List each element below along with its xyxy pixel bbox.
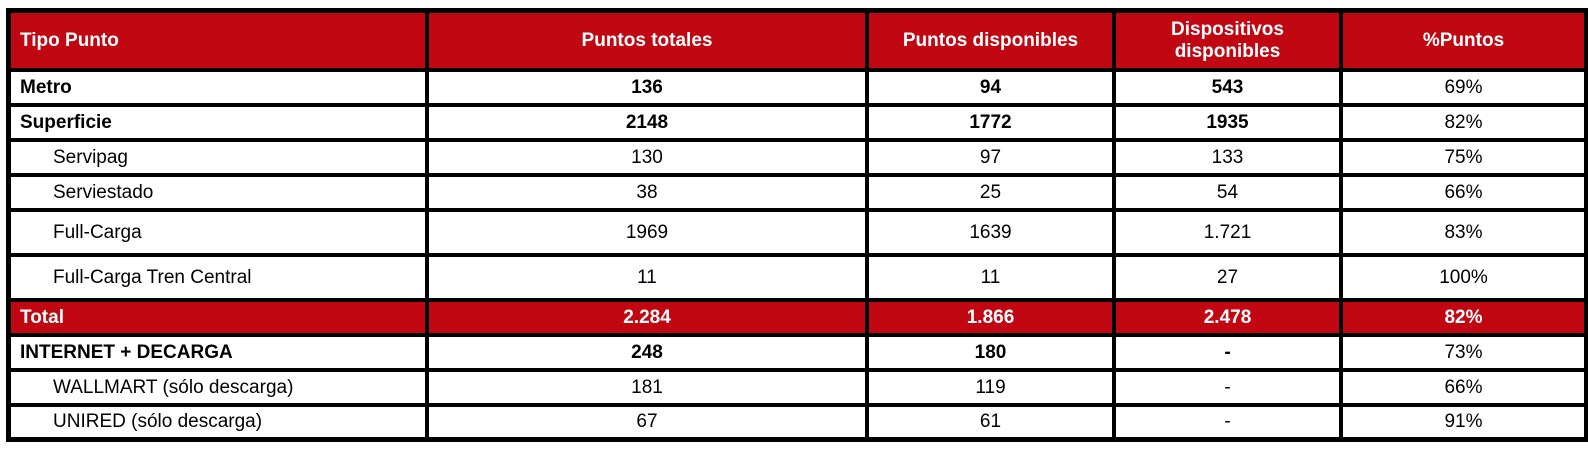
cell-puntos-totales: 130: [429, 142, 869, 177]
cell-label: Metro: [11, 72, 429, 107]
cell-puntos-disponibles: 94: [869, 72, 1116, 107]
column-header-tipo-punto: Tipo Punto: [11, 13, 429, 72]
table-row-internet-decarga: INTERNET + DECARGA 248 180 - 73%: [11, 337, 1588, 372]
table-row-total: Total 2.284 1.866 2.478 82%: [11, 302, 1588, 337]
cell-puntos-totales: 181: [429, 372, 869, 407]
table-body: Metro 136 94 543 69% Superficie 2148 177…: [11, 72, 1588, 442]
cell-dispositivos-disponibles: -: [1116, 372, 1343, 407]
cell-pct-puntos: 82%: [1343, 302, 1588, 337]
cell-pct-puntos: 100%: [1343, 257, 1588, 302]
cell-pct-puntos: 82%: [1343, 107, 1588, 142]
table-row-wallmart: WALLMART (sólo descarga) 181 119 - 66%: [11, 372, 1588, 407]
table-row-serviestado: Serviestado 38 25 54 66%: [11, 177, 1588, 212]
cell-dispositivos-disponibles: -: [1116, 407, 1343, 442]
table-row-full-carga-tren-central: Full-Carga Tren Central 11 11 27 100%: [11, 257, 1588, 302]
column-header-puntos-totales: Puntos totales: [429, 13, 869, 72]
cell-puntos-disponibles: 119: [869, 372, 1116, 407]
cell-label: INTERNET + DECARGA: [11, 337, 429, 372]
cell-pct-puntos: 66%: [1343, 372, 1588, 407]
cell-puntos-totales: 67: [429, 407, 869, 442]
cell-puntos-totales: 136: [429, 72, 869, 107]
cell-dispositivos-disponibles: 543: [1116, 72, 1343, 107]
cell-pct-puntos: 69%: [1343, 72, 1588, 107]
cell-pct-puntos: 91%: [1343, 407, 1588, 442]
cell-dispositivos-disponibles: 133: [1116, 142, 1343, 177]
column-header-pct-puntos: %Puntos: [1343, 13, 1588, 72]
column-header-puntos-disponibles: Puntos disponibles: [869, 13, 1116, 72]
table-row-superficie: Superficie 2148 1772 1935 82%: [11, 107, 1588, 142]
cell-dispositivos-disponibles: 1.721: [1116, 212, 1343, 257]
cell-puntos-totales: 2.284: [429, 302, 869, 337]
table-header: Tipo Punto Puntos totales Puntos disponi…: [11, 13, 1588, 72]
cell-label: Full-Carga: [11, 212, 429, 257]
cell-pct-puntos: 66%: [1343, 177, 1588, 212]
cell-label: Full-Carga Tren Central: [11, 257, 429, 302]
table-row-full-carga: Full-Carga 1969 1639 1.721 83%: [11, 212, 1588, 257]
cell-puntos-disponibles: 1.866: [869, 302, 1116, 337]
cell-dispositivos-disponibles: -: [1116, 337, 1343, 372]
cell-dispositivos-disponibles: 1935: [1116, 107, 1343, 142]
cell-puntos-disponibles: 11: [869, 257, 1116, 302]
cell-puntos-totales: 38: [429, 177, 869, 212]
table-row-metro: Metro 136 94 543 69%: [11, 72, 1588, 107]
cell-pct-puntos: 73%: [1343, 337, 1588, 372]
cell-puntos-disponibles: 25: [869, 177, 1116, 212]
cell-puntos-disponibles: 1639: [869, 212, 1116, 257]
cell-label: Servipag: [11, 142, 429, 177]
cell-puntos-totales: 2148: [429, 107, 869, 142]
table-row-unired: UNIRED (sólo descarga) 67 61 - 91%: [11, 407, 1588, 442]
cell-dispositivos-disponibles: 27: [1116, 257, 1343, 302]
cell-dispositivos-disponibles: 54: [1116, 177, 1343, 212]
cell-puntos-disponibles: 1772: [869, 107, 1116, 142]
cell-puntos-disponibles: 61: [869, 407, 1116, 442]
cell-puntos-totales: 11: [429, 257, 869, 302]
cell-label: Superficie: [11, 107, 429, 142]
cell-pct-puntos: 83%: [1343, 212, 1588, 257]
cell-label: UNIRED (sólo descarga): [11, 407, 429, 442]
cell-label: Total: [11, 302, 429, 337]
cell-puntos-disponibles: 97: [869, 142, 1116, 177]
header-row: Tipo Punto Puntos totales Puntos disponi…: [11, 13, 1588, 72]
cell-puntos-disponibles: 180: [869, 337, 1116, 372]
cell-label: Serviestado: [11, 177, 429, 212]
cell-puntos-totales: 248: [429, 337, 869, 372]
cell-dispositivos-disponibles: 2.478: [1116, 302, 1343, 337]
table-row-servipag: Servipag 130 97 133 75%: [11, 142, 1588, 177]
availability-report-table: Tipo Punto Puntos totales Puntos disponi…: [6, 8, 1588, 442]
cell-puntos-totales: 1969: [429, 212, 869, 257]
column-header-dispositivos-disponibles: Dispositivos disponibles: [1116, 13, 1343, 72]
cell-pct-puntos: 75%: [1343, 142, 1588, 177]
cell-label: WALLMART (sólo descarga): [11, 372, 429, 407]
